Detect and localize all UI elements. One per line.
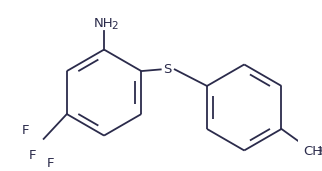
Text: 2: 2 bbox=[111, 21, 118, 31]
Text: F: F bbox=[46, 157, 54, 170]
Text: 3: 3 bbox=[317, 147, 322, 157]
Text: S: S bbox=[164, 63, 172, 76]
Text: F: F bbox=[28, 149, 36, 162]
Text: NH: NH bbox=[93, 17, 113, 30]
Text: CH: CH bbox=[303, 145, 322, 158]
Text: F: F bbox=[22, 124, 29, 137]
